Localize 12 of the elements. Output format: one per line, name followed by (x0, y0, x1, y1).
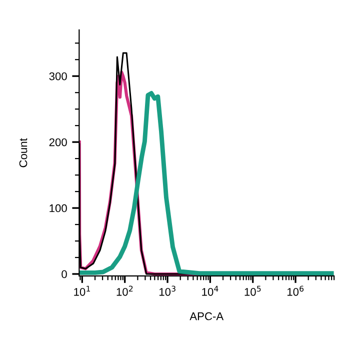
x-tick-label: 10$^{2}$ (116, 286, 133, 296)
y-tick-label: 100 (50, 204, 67, 212)
y-tick-label: 200 (49, 138, 67, 146)
x-tick-label: 10$^{4}$ (202, 286, 218, 296)
x-tick-label: 10$^{6}$ (287, 286, 304, 296)
y-tick-label: 300 (49, 72, 67, 80)
x-tick-label: 10$^{5}$ (244, 286, 261, 296)
x-tick-label: 10$^{3}$ (159, 286, 176, 296)
x-tick-label: 10$^{1}$ (74, 286, 90, 296)
y-axis-title: Count (19, 138, 28, 168)
x-axis-title: APC-A (190, 312, 224, 320)
y-tick-label: 0 (62, 270, 67, 278)
